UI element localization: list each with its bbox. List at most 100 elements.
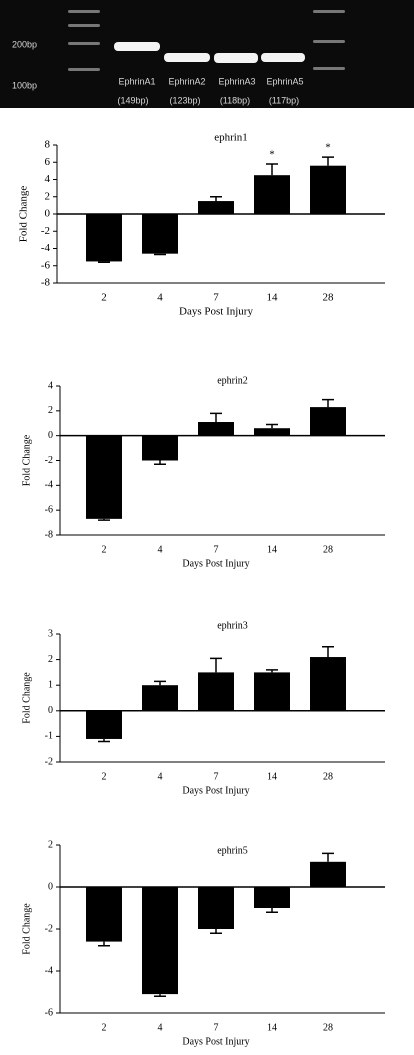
y-tick-label: -6 xyxy=(45,504,53,515)
error-bar xyxy=(322,398,334,408)
x-tick-label: 7 xyxy=(214,771,219,782)
x-tick-label: 4 xyxy=(158,771,163,782)
error-bar xyxy=(154,460,166,465)
ladder-band xyxy=(313,67,345,70)
x-tick-label: 4 xyxy=(157,292,163,304)
x-tick-label: 28 xyxy=(323,544,333,555)
error-bar xyxy=(98,738,110,743)
x-tick-label: 4 xyxy=(158,1022,163,1033)
bar xyxy=(142,887,178,995)
gel-image: 200bp 100bp EphrinA1 EphrinA2 EphrinA3 E… xyxy=(0,0,414,108)
error-bar xyxy=(154,253,166,256)
x-tick-label: 14 xyxy=(267,1022,277,1033)
y-tick-label: -1 xyxy=(45,731,53,742)
lane-name: EphrinA1 xyxy=(118,76,155,86)
x-tick-label: 14 xyxy=(267,544,277,555)
ladder xyxy=(68,10,345,71)
bar xyxy=(198,672,234,711)
band xyxy=(114,42,160,51)
x-axis-label: Days Post Injury xyxy=(179,306,253,318)
x-tick-label: 4 xyxy=(158,544,163,555)
x-tick-label: 28 xyxy=(323,292,335,304)
chart-title: ephrin2 xyxy=(217,375,248,386)
y-tick-label: -2 xyxy=(41,225,50,237)
bar xyxy=(142,214,178,254)
lane-name: EphrinA5 xyxy=(266,76,303,86)
bar xyxy=(254,672,290,711)
lane-name: EphrinA2 xyxy=(168,76,205,86)
band xyxy=(164,53,210,62)
y-tick-label: 0 xyxy=(48,705,53,716)
error-bar xyxy=(210,412,222,423)
bar xyxy=(310,165,346,214)
bar xyxy=(254,887,290,908)
ladder-label: 100bp xyxy=(12,80,37,90)
error-bar xyxy=(210,657,222,673)
lane-size: (149bp) xyxy=(117,95,148,105)
error-bar xyxy=(154,994,166,997)
y-tick-label: 6 xyxy=(45,156,51,168)
y-tick-label: 0 xyxy=(45,208,51,220)
x-axis-label: Days Post Injury xyxy=(182,558,249,569)
error-bar xyxy=(322,852,334,862)
ladder-band xyxy=(313,40,345,43)
bar xyxy=(142,685,178,711)
bar xyxy=(198,201,234,214)
bar xyxy=(254,175,290,214)
chart-title: ephrin5 xyxy=(217,845,248,856)
bar xyxy=(86,214,122,262)
error-bar xyxy=(98,261,110,264)
x-tick-label: 28 xyxy=(323,1022,333,1033)
y-tick-label: 0 xyxy=(48,881,53,892)
bar xyxy=(198,887,234,929)
chart-title: ephrin3 xyxy=(217,620,248,631)
bar xyxy=(86,435,122,519)
y-tick-label: -4 xyxy=(41,242,51,254)
y-tick-label: 2 xyxy=(48,405,53,416)
y-tick-label: 4 xyxy=(48,380,53,391)
y-tick-label: 2 xyxy=(48,839,53,850)
y-tick-label: 1 xyxy=(48,679,53,690)
bar xyxy=(142,435,178,461)
error-bar xyxy=(266,423,278,429)
chart: ephrin5 Fold Change -6 -4 -2 0 2 2 4 7 14 28 Days Po… xyxy=(21,839,385,1047)
x-tick-label: 7 xyxy=(213,292,219,304)
y-tick-label: -2 xyxy=(45,455,53,466)
lane-size: (118bp) xyxy=(220,95,250,105)
y-tick-label: 4 xyxy=(45,173,51,185)
bar xyxy=(254,428,290,436)
chart: ephrin2 Fold Change -8 -6 -4 -2 0 2 4 2 4 7 14 28 Days… xyxy=(21,375,385,569)
y-tick-label: -2 xyxy=(45,756,53,767)
y-axis-label: Fold Change xyxy=(21,903,32,955)
bar xyxy=(198,422,234,436)
y-axis-label: Fold Change xyxy=(18,186,30,243)
band xyxy=(214,53,258,63)
significance-marker: * xyxy=(325,142,331,154)
error-bar xyxy=(266,669,278,673)
error-bar xyxy=(322,156,334,166)
y-tick-label: -4 xyxy=(45,965,53,976)
ladder-band xyxy=(68,10,100,13)
x-tick-label: 2 xyxy=(102,1022,107,1033)
x-tick-label: 7 xyxy=(214,1022,219,1033)
y-tick-label: 2 xyxy=(45,190,51,202)
bar xyxy=(310,407,346,436)
y-tick-label: -6 xyxy=(41,259,51,271)
y-axis-label: Fold Change xyxy=(21,672,32,724)
error-bar xyxy=(98,941,110,947)
lane-size: (117bp) xyxy=(269,95,299,105)
error-bar xyxy=(322,646,334,658)
y-tick-label: -4 xyxy=(45,480,53,491)
lane-size: (123bp) xyxy=(169,95,200,105)
chart: ephrin3 Fold Change -2 -1 0 1 2 3 2 4 7 14 28 Days Po… xyxy=(21,620,385,796)
x-tick-label: 7 xyxy=(214,544,219,555)
x-tick-label: 2 xyxy=(102,544,107,555)
x-tick-label: 14 xyxy=(267,292,279,304)
error-bar xyxy=(266,163,278,176)
x-tick-label: 14 xyxy=(267,771,277,782)
ladder-band xyxy=(313,10,345,13)
error-bar xyxy=(154,680,166,686)
x-axis-label: Days Post Injury xyxy=(182,1036,249,1047)
